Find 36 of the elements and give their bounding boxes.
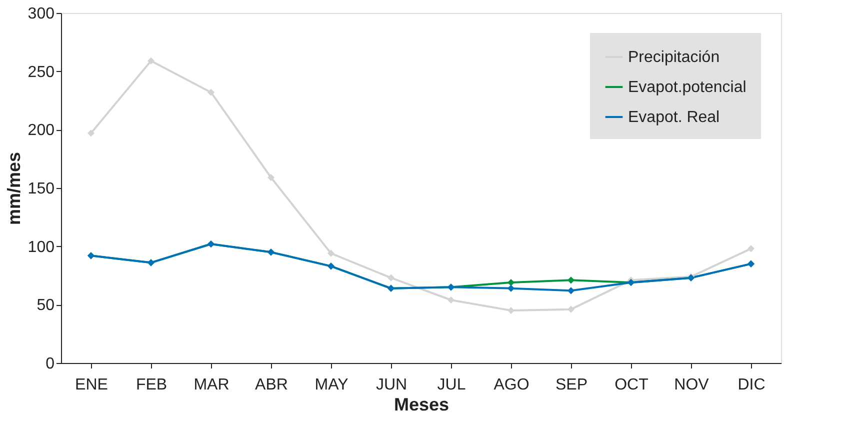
point	[747, 245, 755, 252]
y-tick-label: 200	[28, 122, 55, 140]
x-tick-label: AGO	[494, 376, 530, 394]
y-axis-title: mm/mes	[4, 152, 24, 226]
x-tick-label: NOV	[674, 376, 710, 394]
y-tick-label: 50	[36, 297, 55, 314]
legend-label: Evapot. Real	[628, 109, 720, 126]
x-axis-title: Meses	[394, 394, 450, 414]
point	[447, 296, 455, 304]
x-tick-label: DIC	[738, 376, 766, 394]
x-tick-label: MAY	[314, 376, 349, 394]
y-tick-label: 0	[46, 356, 55, 372]
x-tick-label: OCT	[614, 376, 649, 394]
point	[327, 250, 335, 257]
y-tick-label: 150	[28, 180, 55, 198]
point	[567, 287, 575, 294]
x-tick-label: ABR	[255, 376, 288, 394]
point	[567, 276, 575, 284]
x-tick-label: FEB	[136, 376, 168, 394]
legend-label: Evapot.potencial	[628, 79, 746, 96]
point	[387, 274, 395, 282]
x-tick-label: ENE	[75, 376, 108, 394]
x-tick-label: MAR	[194, 376, 230, 394]
x-tick-label: JUL	[437, 376, 466, 394]
point	[507, 278, 515, 286]
point	[207, 88, 215, 96]
y-tick-label: 250	[28, 64, 55, 81]
y-tick-label: 300	[28, 6, 55, 22]
legend-label: Precipitación	[628, 49, 720, 66]
point	[87, 130, 95, 137]
x-tick-label: JUN	[376, 376, 408, 394]
x-tick-label: SEP	[555, 376, 588, 394]
y-tick-label: 100	[28, 238, 55, 256]
point	[147, 57, 155, 64]
point	[267, 174, 275, 182]
point	[507, 284, 515, 292]
